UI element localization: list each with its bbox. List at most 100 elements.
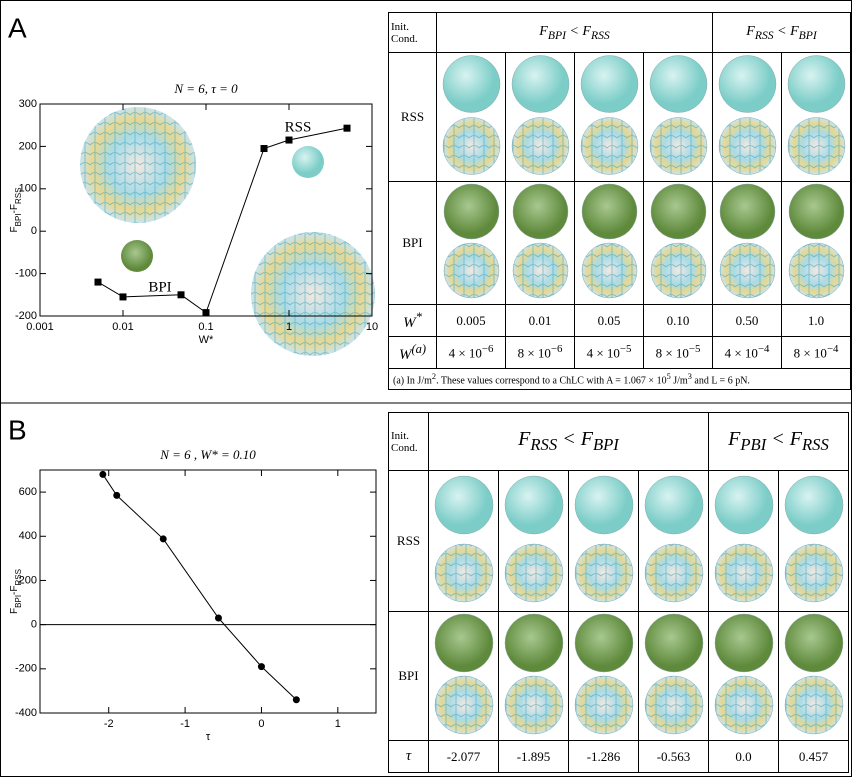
annotation: BPI <box>148 279 171 295</box>
text-part: 8 × 10 <box>794 346 827 361</box>
group-header: FBPI < FRSS <box>437 13 713 53</box>
footnote-row: (a) In J/m2. These values correspond to … <box>389 369 851 390</box>
sphere-images <box>715 182 780 300</box>
sphere-texture <box>788 118 845 175</box>
sphere-image <box>575 476 633 534</box>
image-cell <box>506 53 575 182</box>
sphere-texture <box>575 676 633 734</box>
script-text: −6 <box>482 343 494 355</box>
sphere-images <box>641 612 707 736</box>
sphere-images <box>781 471 847 607</box>
sphere-image <box>719 56 776 113</box>
image-cell <box>709 612 779 741</box>
text-part: (a) In J/m <box>393 375 432 386</box>
x-axis-label: τ <box>206 731 211 743</box>
sphere-image <box>715 476 773 534</box>
y-tick-label: -200 <box>15 663 37 675</box>
sphere-images <box>439 53 504 177</box>
text-part: J/m <box>671 375 688 386</box>
y-tick-label: 200 <box>19 140 37 152</box>
text-part: F <box>518 428 530 450</box>
sphere-images <box>431 612 497 736</box>
script-text: (a) <box>411 342 426 356</box>
script-text: RSS <box>591 28 610 41</box>
image-cell <box>713 182 782 305</box>
data-point <box>178 291 185 298</box>
text-part: 4 × 10 <box>725 346 758 361</box>
annotation: RSS <box>285 119 312 135</box>
y-tick-label: -100 <box>15 268 37 280</box>
data-point <box>113 492 120 499</box>
script-text: −5 <box>620 343 632 355</box>
data-point <box>286 137 293 144</box>
sphere-image <box>435 614 493 672</box>
group-header: FRSS < FBPI <box>429 413 709 471</box>
x-tick-label: 1 <box>335 718 341 730</box>
panel-letter: A <box>8 12 27 43</box>
script-text: BPI <box>548 28 566 41</box>
sphere-images <box>784 53 849 177</box>
sphere-image <box>650 56 707 113</box>
sphere-texture <box>719 118 776 175</box>
parameter-cell: 0.05 <box>575 305 644 337</box>
script-text: RSS <box>530 435 557 454</box>
script-text: −6 <box>551 343 563 355</box>
parameter-cell: 0.457 <box>779 741 849 773</box>
text-part: τ <box>406 748 411 764</box>
sphere-texture <box>650 118 707 175</box>
sphere-images <box>571 471 637 607</box>
text-part: . These values correspond to a ChLC with… <box>436 375 667 386</box>
sphere-texture <box>645 676 703 734</box>
image-row: RSS <box>389 53 851 182</box>
text-part: -F <box>9 585 20 594</box>
x-tick-label: 0 <box>258 718 264 730</box>
parameter-cell: 4 × 10−4 <box>713 337 782 369</box>
sphere-texture <box>251 232 375 356</box>
parameter-row: W*0.0050.010.050.100.501.0 <box>389 305 851 337</box>
x-axis-label: W* <box>199 334 214 346</box>
parameter-cell: -0.563 <box>639 741 709 773</box>
sphere-texture <box>720 243 775 298</box>
sphere-texture <box>443 118 500 175</box>
parameter-label: W(a) <box>389 337 437 369</box>
image-cell <box>575 182 644 305</box>
data-line <box>103 474 297 699</box>
sphere-texture <box>645 544 703 602</box>
y-tick-label: -200 <box>15 310 37 322</box>
sphere-image <box>789 184 844 239</box>
sphere-images <box>571 612 637 736</box>
x-tick-label: 0.001 <box>26 321 54 333</box>
row-label: RSS <box>389 53 437 182</box>
sphere-texture <box>785 544 843 602</box>
text-part: W <box>403 315 416 331</box>
text-part: F <box>746 24 755 39</box>
x-tick-label: 0.01 <box>112 321 133 333</box>
x-tick-label: 0.1 <box>198 321 213 333</box>
image-cell <box>499 471 569 612</box>
sphere-images <box>431 471 497 607</box>
sphere-texture <box>435 676 493 734</box>
sphere-image <box>720 184 775 239</box>
sphere-image <box>575 614 633 672</box>
sphere-texture <box>80 107 196 223</box>
sphere-images <box>439 182 504 300</box>
image-cell <box>639 471 709 612</box>
image-cell <box>569 612 639 741</box>
image-cell <box>779 612 849 741</box>
y-tick-label: 0 <box>31 619 37 631</box>
parameter-cell: 4 × 10−5 <box>575 337 644 369</box>
sphere-texture <box>715 544 773 602</box>
text-part: < F <box>566 24 591 39</box>
text-part: 4 × 10 <box>587 346 620 361</box>
parameter-cell: -2.077 <box>429 741 499 773</box>
image-cell <box>437 182 506 305</box>
image-cell <box>429 471 499 612</box>
image-cell <box>499 612 569 741</box>
image-row: BPI <box>389 182 851 305</box>
header-row: Init. Cond.FRSS < FBPIFPBI < FRSS <box>389 413 849 471</box>
text-part: -F <box>9 204 20 213</box>
sphere-images <box>501 471 567 607</box>
